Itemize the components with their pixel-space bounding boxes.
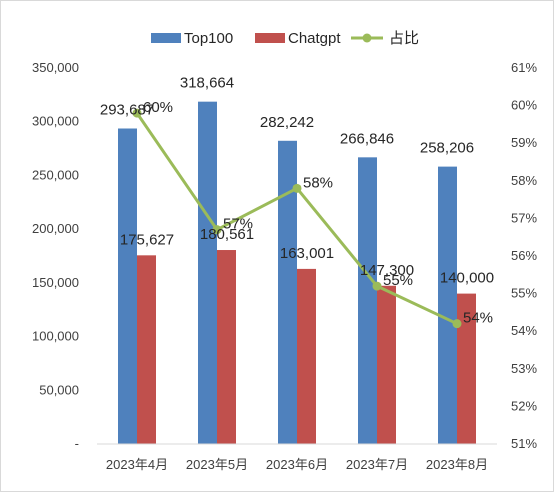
top100-data-label: 282,242 — [260, 114, 314, 131]
chatgpt-data-label: 147,300 — [360, 262, 414, 279]
line-series — [132, 108, 462, 329]
legend-item-top100: Top100 — [151, 30, 233, 47]
category-label: 2023年5月 — [186, 457, 248, 472]
share-marker — [372, 281, 382, 291]
share-data-label: 55% — [383, 272, 413, 289]
left-axis-tick: 350,000 — [32, 60, 79, 75]
right-axis-tick: 54% — [511, 323, 537, 338]
top100-bar — [358, 157, 377, 444]
share-data-label: 54% — [463, 310, 493, 327]
chatgpt-bar — [137, 255, 156, 444]
bar-series — [118, 101, 476, 445]
right-axis-tick: 55% — [511, 286, 537, 301]
chatgpt-data-label: 180,561 — [200, 226, 254, 243]
left-axis: - 50,000 100,000 150,000 200,000 250,000 300,0… — [32, 60, 79, 451]
right-axis: 51% 52% 53% 54% 55% 56% 57% 58% 59% 60% 61% — [511, 60, 537, 451]
share-marker — [452, 319, 462, 329]
left-axis-tick: 100,000 — [32, 329, 79, 344]
legend-label: Top100 — [184, 30, 233, 47]
chatgpt-data-label: 175,627 — [120, 231, 174, 248]
top100-bar — [198, 101, 217, 444]
top100-data-label: 258,206 — [420, 140, 474, 157]
top100-data-label: 318,664 — [180, 75, 234, 92]
chatgpt-bar — [457, 293, 476, 444]
category-label: 2023年7月 — [346, 457, 408, 472]
share-data-label: 58% — [303, 174, 333, 191]
category-axis: 2023年4月 2023年5月 2023年6月 2023年7月 2023年8月 — [106, 457, 488, 472]
category-label: 2023年6月 — [266, 457, 328, 472]
data-labels: 293,687 318,664 282,242 266,846 258,206 175,6… — [100, 75, 494, 327]
legend-item-share: 占比 — [351, 30, 419, 47]
legend-swatch — [151, 33, 181, 43]
legend: Top100 Chatgpt 占比 — [151, 30, 419, 47]
top100-bar — [438, 166, 457, 444]
legend-label: 占比 — [389, 30, 419, 47]
legend-marker — [362, 33, 372, 43]
top100-bar — [278, 140, 297, 445]
chatgpt-bar — [377, 285, 396, 444]
left-axis-tick: 200,000 — [32, 221, 79, 236]
left-axis-tick: - — [75, 436, 79, 451]
right-axis-tick: 60% — [511, 98, 537, 113]
chatgpt-bar — [297, 268, 316, 444]
chatgpt-data-label: 140,000 — [440, 270, 494, 287]
top100-data-label: 266,846 — [340, 130, 394, 147]
share-data-label: 57% — [223, 216, 253, 233]
share-marker — [292, 183, 302, 193]
right-axis-tick: 52% — [511, 398, 537, 413]
category-label: 2023年4月 — [106, 457, 168, 472]
chatgpt-bar — [217, 250, 236, 444]
left-axis-tick: 150,000 — [32, 275, 79, 290]
share-marker — [212, 225, 222, 235]
right-axis-tick: 57% — [511, 210, 537, 225]
left-axis-tick: 250,000 — [32, 167, 79, 182]
right-axis-tick: 56% — [511, 248, 537, 263]
left-axis-tick: 300,000 — [32, 114, 79, 129]
right-axis-tick: 61% — [511, 60, 537, 75]
left-axis-tick: 50,000 — [39, 382, 79, 397]
right-axis-tick: 53% — [511, 361, 537, 376]
share-data-label: 60% — [143, 99, 173, 116]
right-axis-tick: 59% — [511, 135, 537, 150]
chatgpt-data-label: 163,001 — [280, 245, 334, 262]
legend-swatch — [255, 33, 285, 43]
legend-label: Chatgpt — [288, 30, 341, 47]
right-axis-tick: 58% — [511, 173, 537, 188]
share-marker — [132, 108, 142, 118]
right-axis-tick: 51% — [511, 436, 537, 451]
top100-bar — [118, 128, 137, 444]
legend-item-chatgpt: Chatgpt — [255, 30, 341, 47]
category-label: 2023年8月 — [426, 457, 488, 472]
top100-data-label: 293,687 — [100, 101, 154, 118]
